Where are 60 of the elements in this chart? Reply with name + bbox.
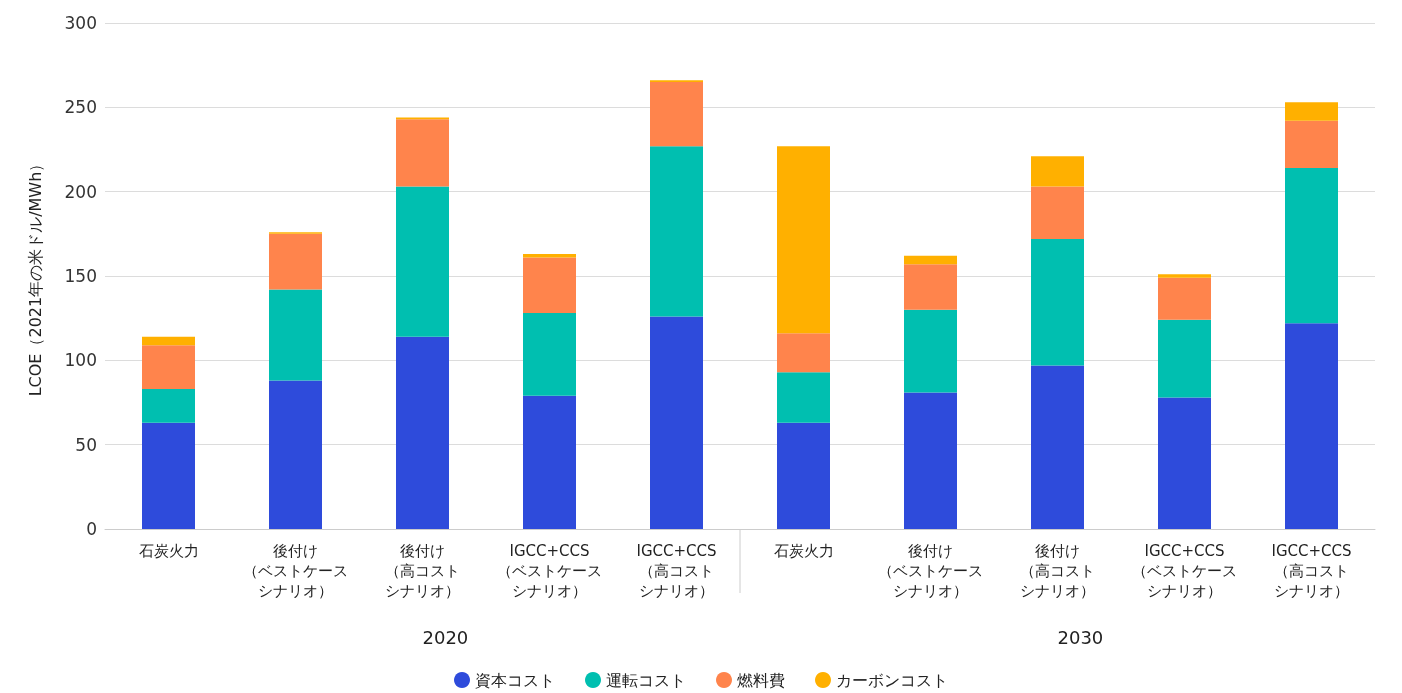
y-tick-label: 0 — [86, 519, 97, 539]
bar — [1031, 238, 1084, 366]
x-tick-label: 後付け（高コストシナリオ） — [385, 542, 460, 600]
x-tick-label: 後付け（高コストシナリオ） — [1020, 542, 1095, 600]
bar — [1285, 120, 1338, 169]
bar — [1031, 186, 1084, 239]
x-tick-label: 後付け（ベストケースシナリオ） — [243, 542, 348, 600]
bar — [1031, 156, 1084, 187]
text: 2020 — [422, 626, 469, 648]
y-tick-label: 50 — [75, 434, 97, 455]
bar — [1285, 323, 1338, 529]
bar — [650, 146, 703, 317]
bar — [650, 82, 703, 147]
bar — [904, 264, 957, 310]
bar — [1285, 102, 1338, 121]
bar — [777, 146, 830, 334]
y-tick-label: 200 — [64, 181, 97, 202]
bar — [1158, 319, 1211, 398]
bar — [396, 336, 449, 529]
y-tick-label: 300 — [64, 13, 97, 33]
bar — [142, 422, 195, 529]
bar — [142, 345, 195, 390]
bar — [396, 186, 449, 337]
bar — [777, 333, 830, 373]
bar — [1158, 274, 1211, 278]
bar — [269, 289, 322, 381]
bar — [1158, 277, 1211, 320]
bar — [904, 392, 957, 529]
bar — [523, 257, 576, 314]
y-tick-label: 150 — [64, 266, 97, 286]
y-tick-label: 250 — [64, 97, 97, 118]
bar — [396, 119, 449, 187]
legend-label: 燃料費 — [737, 670, 785, 690]
bar — [523, 313, 576, 396]
text: 2030 — [1057, 626, 1104, 648]
bar — [1031, 365, 1084, 529]
x-tick-label: IGCC+CCS（高コストシナリオ） — [1271, 542, 1352, 600]
x-tick-label: IGCC+CCS（ベストケースシナリオ） — [1132, 542, 1237, 600]
bar — [1158, 397, 1211, 529]
x-tick-label: IGCC+CCS（ベストケースシナリオ） — [497, 542, 602, 600]
x-tick-label: 石炭火力 — [773, 542, 834, 560]
bar — [269, 233, 322, 290]
bar — [269, 380, 322, 529]
bar — [650, 316, 703, 529]
x-tick-label: 後付け（ベストケースシナリオ） — [878, 542, 983, 600]
bar — [142, 389, 195, 423]
x-tick-label: 石炭火力 — [138, 542, 199, 560]
bar — [1285, 168, 1338, 324]
y-tick-label: 100 — [64, 350, 97, 371]
y-axis-title: LCOE（2021年の米ドル/MWh） — [25, 155, 45, 397]
legend-label: カーボンコスト — [836, 670, 948, 690]
bar — [904, 255, 957, 265]
legend-label: 運転コスト — [606, 670, 686, 690]
bar — [777, 422, 830, 529]
x-tick-label: IGCC+CCS（高コストシナリオ） — [636, 542, 717, 600]
legend-label: 資本コスト — [475, 670, 555, 690]
bar — [777, 372, 830, 423]
bar — [904, 309, 957, 393]
bar — [142, 336, 195, 346]
bar — [523, 395, 576, 529]
